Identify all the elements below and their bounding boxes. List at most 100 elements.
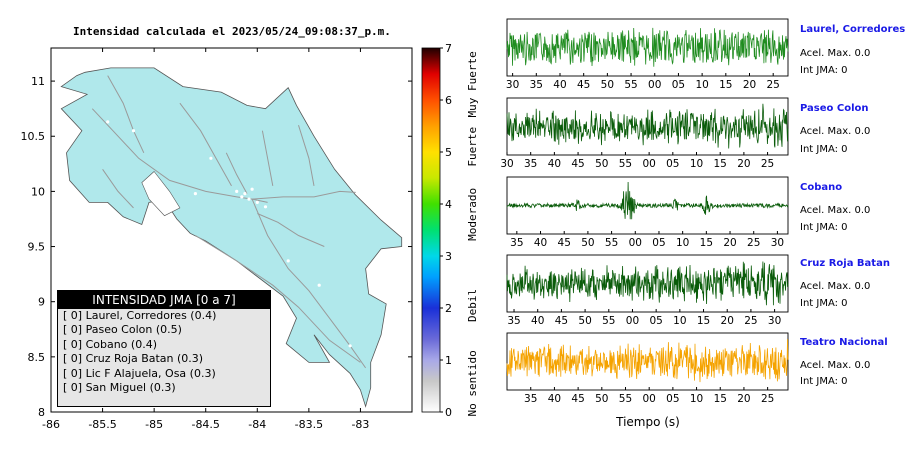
y-tick-label: 8.5: [28, 351, 46, 364]
waveform-tick-label: 25: [747, 237, 760, 249]
colorbar-ticks: 0 1 2 3 4 5 6 7: [440, 42, 452, 419]
waveform-tick-label: 30: [771, 237, 784, 249]
station-jma: Int JMA: 0: [800, 144, 848, 155]
waveform-panel: 30 35 40 45 50 55 00 05 10 15 20 25: [500, 97, 789, 170]
waveform-tick-label: 25: [761, 158, 774, 170]
x-tick-label: -85: [145, 418, 163, 431]
intensity-legend: INTENSIDAD JMA [0 a 7] [ 0] Laurel, Corr…: [57, 290, 271, 407]
legend-item: [ 0] Lic F Alajuela, Osa (0.3): [63, 366, 216, 380]
waveform-tick-label: 50: [595, 393, 608, 405]
colorbar-category-label: Moderado: [466, 188, 479, 241]
waveform-tick-label: 40: [534, 237, 547, 249]
waveform-tick-label: 20: [723, 237, 736, 249]
road: [298, 125, 315, 186]
waveform-tick-label: 35: [524, 158, 537, 170]
town-dot: [286, 259, 290, 263]
waveform-tick-label: 20: [721, 315, 734, 327]
x-tick-label: -84.5: [191, 418, 219, 431]
waveform-tick-label: 10: [676, 237, 689, 249]
station-accel: Acel. Max. 0.0: [800, 48, 871, 59]
colorbar-tick-label: 7: [445, 42, 452, 55]
y-tick-label: 8: [38, 406, 45, 419]
town-dot: [317, 283, 321, 287]
waveform-tick-label: 15: [719, 79, 732, 91]
waveform-panel: 35 40 45 50 55 00 05 10 15 20 25: [506, 332, 789, 405]
waveform-tick-label: 05: [652, 237, 665, 249]
waveform-tick-label: 55: [605, 237, 618, 249]
waveform-trace: [506, 339, 789, 383]
road: [261, 130, 274, 186]
station-jma: Int JMA: 0: [800, 65, 848, 76]
waveform-tick-label: 55: [619, 158, 632, 170]
waveform-tick-label: 35: [507, 315, 520, 327]
waveform-panel: 35 40 45 50 55 00 05 10 15 20 25 30: [506, 176, 789, 249]
legend-item: [ 0] San Miguel (0.3): [63, 381, 176, 395]
waveform-tick-label: 20: [743, 79, 756, 91]
town-dot: [235, 189, 239, 193]
x-tick-label: -84: [248, 418, 266, 431]
gulf-water: [141, 171, 181, 217]
town-dot: [250, 187, 254, 191]
waveform-tick-label: 20: [737, 158, 750, 170]
legend-item: [ 0] Cobano (0.4): [63, 337, 157, 351]
map-x-ticks: -86 -85.5 -85 -84.5 -84 -83.5 -83: [42, 48, 369, 431]
colorbar-tick-label: 1: [445, 354, 452, 367]
waveform-tick-label: 30: [500, 158, 513, 170]
colorbar-tick-label: 0: [445, 406, 452, 419]
waveform-panel: 30 35 40 45 50 55 00 05 10 15 20 25: [506, 18, 789, 91]
station-jma: Int JMA: 0: [800, 298, 848, 309]
x-tick-label: -83: [351, 418, 369, 431]
station-jma: Int JMA: 0: [800, 376, 848, 387]
town-dot: [255, 200, 259, 204]
town-dot: [263, 205, 268, 209]
town-dot: [193, 192, 197, 196]
colorbar-category-label: Debil: [466, 289, 479, 322]
waveform-trace: [506, 181, 789, 220]
waveform-trace: [506, 261, 789, 306]
colorbar-tick-label: 6: [445, 94, 452, 107]
waveform-tick-label: 00: [642, 393, 655, 405]
town-dot: [247, 197, 251, 201]
x-tick-label: -85.5: [88, 418, 116, 431]
y-tick-label: 10: [31, 185, 45, 198]
waveform-tick-label: 45: [571, 158, 584, 170]
waveform-tick-label: 50: [595, 158, 608, 170]
y-tick-label: 10.5: [21, 130, 46, 143]
waveform-tick-label: 55: [602, 315, 615, 327]
waveform-tick-label: 55: [624, 79, 637, 91]
town-dot: [209, 156, 213, 160]
waveform-tick-label: 10: [673, 315, 686, 327]
station-name-label: Paseo Colon: [800, 103, 869, 114]
station-name-label: Laurel, Corredores: [800, 24, 906, 35]
road: [257, 213, 325, 247]
waveform-tick-label: 00: [642, 158, 655, 170]
road: [225, 152, 248, 194]
road: [102, 169, 134, 209]
map-y-ticks: 8 8.5 9 9.5 10 10.5 11: [21, 75, 412, 419]
road: [252, 190, 358, 200]
waveform-tick-label: 00: [648, 79, 661, 91]
waveform-tick-label: 15: [700, 237, 713, 249]
waveform-tick-label: 00: [626, 315, 639, 327]
station-name-label: Teatro Nacional: [800, 337, 888, 348]
colorbar-tick-label: 5: [445, 146, 452, 159]
waveform-tick-label: 15: [714, 393, 727, 405]
waveform-tick-label: 55: [619, 393, 632, 405]
waveform-tick-label: 30: [506, 79, 519, 91]
colorbar-category-label: Muy Fuerte: [466, 51, 479, 117]
legend-item: [ 0] Laurel, Corredores (0.4): [63, 309, 217, 322]
waveform-tick-label: 40: [553, 79, 566, 91]
waveform-tick-label: 45: [571, 393, 584, 405]
waveform-tick-label: 45: [558, 237, 571, 249]
waveform-tick-label: 35: [530, 79, 543, 91]
station-accel: Acel. Max. 0.0: [800, 281, 871, 292]
colorbar-tick-label: 2: [445, 302, 452, 315]
waveform-tick-label: 40: [531, 315, 544, 327]
legend-item: [ 0] Paseo Colon (0.5): [63, 323, 182, 337]
costa-rica-land: [60, 67, 403, 408]
map-roads: [91, 75, 367, 369]
waveform-tick-label: 05: [672, 79, 685, 91]
waveform-xlabel: Tiempo (s): [615, 415, 680, 429]
waveform-panels: 30 35 40 45 50 55 00 05 10 15 20 25 30 35 40 45 50 55 00 05…: [500, 18, 789, 405]
station-jma: Int JMA: 0: [800, 222, 848, 233]
